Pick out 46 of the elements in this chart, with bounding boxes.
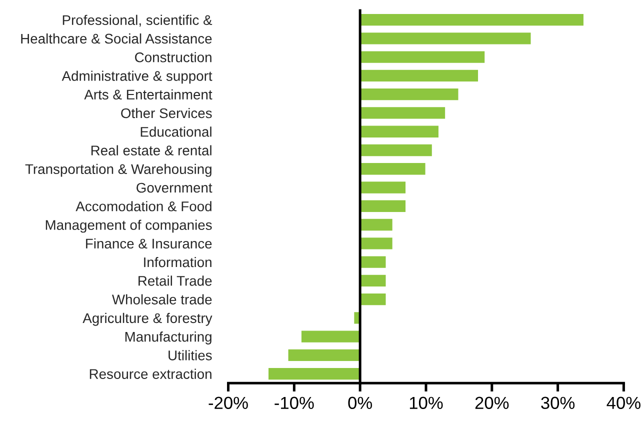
bar <box>359 31 532 46</box>
bar <box>359 218 394 232</box>
bar <box>359 124 440 139</box>
y-tick-label: Manufacturing <box>125 332 212 344</box>
y-tick-label: Healthcare & Social Assistance <box>21 33 212 44</box>
y-tick-label: Transportation & Warehousing <box>25 164 212 177</box>
y-tick-label: Information <box>144 256 212 268</box>
y-tick-label: Wholesale trade <box>112 294 212 304</box>
y-tick-label: Educational <box>140 126 212 137</box>
x-tick-label: -20% <box>208 396 248 410</box>
bar <box>359 12 585 28</box>
bar <box>359 162 427 176</box>
bar <box>359 236 394 251</box>
bar <box>359 254 388 270</box>
bar <box>359 180 407 195</box>
bar <box>267 366 361 382</box>
y-tick-label: Resource extraction <box>90 368 212 379</box>
bar <box>359 273 388 288</box>
y-tick-label: Retail Trade <box>138 276 212 286</box>
x-tick-label: 10% <box>410 396 443 410</box>
y-tick-label: Professional, scientific & <box>62 14 212 27</box>
bar <box>359 198 407 214</box>
x-tick-label: 0% <box>348 396 372 410</box>
x-tick-label: 40% <box>606 396 640 410</box>
y-tick-label: Administrative & support <box>62 70 212 84</box>
y-tick-label: Utilities <box>168 350 212 360</box>
bar <box>359 106 446 120</box>
bar <box>359 292 388 306</box>
y-tick-label: Agriculture & forestry <box>82 312 212 326</box>
y-tick-label: Accomodation & Food <box>76 201 212 212</box>
bar <box>359 143 434 158</box>
bar <box>300 329 361 344</box>
bar <box>286 348 361 362</box>
x-tick-label: -10% <box>274 396 314 410</box>
y-tick-label: Government <box>136 182 212 193</box>
y-tick-label: Arts & Entertainment <box>84 89 212 100</box>
y-tick-label: Construction <box>135 52 212 62</box>
bar <box>359 87 460 102</box>
y-tick-label: Finance & Insurance <box>86 238 212 249</box>
bar <box>359 68 480 83</box>
y-tick-label: Real estate & rental <box>91 145 212 156</box>
x-tick-label: 20% <box>475 396 509 410</box>
y-tick-label: Management of companies <box>46 220 212 233</box>
y-tick-label: Other Services <box>121 108 212 118</box>
x-tick-label: 30% <box>541 396 575 410</box>
bar <box>359 50 486 64</box>
